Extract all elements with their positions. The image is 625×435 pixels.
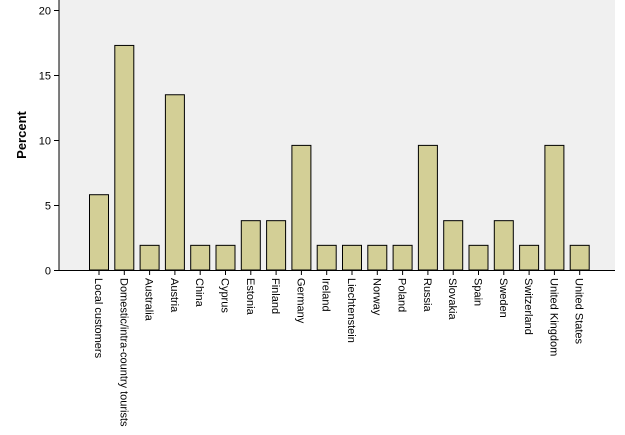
x-category-label: Germany <box>294 278 306 324</box>
x-category-label: Switzerland <box>522 278 534 335</box>
y-tick-label: 5 <box>45 201 51 213</box>
bar-switzerland <box>519 244 540 271</box>
x-category-label: Norway <box>370 278 382 316</box>
bar-germany <box>291 144 312 271</box>
bar-slovakia <box>443 220 464 271</box>
x-category-label: United Kingdom <box>547 278 559 356</box>
bar-finland <box>266 220 287 271</box>
bar-domestic-intra-country-tourists <box>114 44 135 271</box>
x-category-label: United States <box>573 278 585 345</box>
x-category-label: Finland <box>269 278 281 314</box>
x-category-label: Liechtenstein <box>345 278 357 343</box>
bar-australia <box>139 244 160 271</box>
x-category-label: Cyprus <box>219 278 231 313</box>
y-axis-title: Percent <box>14 110 29 158</box>
x-category-label: Local customers <box>92 278 104 359</box>
bar-sweden <box>493 220 514 271</box>
bar-china <box>190 244 211 271</box>
plot-area <box>59 0 615 270</box>
y-tick-label: 20 <box>39 6 51 18</box>
bars-group <box>89 44 590 271</box>
x-category-label: Domestic/intra-country tourists <box>117 278 129 427</box>
x-category-label: Austria <box>168 278 180 313</box>
x-category-label: Poland <box>396 278 408 312</box>
x-category-label: Ireland <box>320 278 332 312</box>
bar-ireland <box>316 244 337 271</box>
x-category-label: Russia <box>421 278 433 313</box>
x-category-label: Australia <box>143 278 155 322</box>
x-category-label: Slovakia <box>446 278 458 320</box>
bar-norway <box>367 244 388 271</box>
bar-russia <box>417 144 438 271</box>
y-tick-label: 15 <box>39 71 51 83</box>
bar-liechtenstein <box>342 244 362 271</box>
bar-united-states <box>569 244 590 271</box>
bar-spain <box>468 244 489 271</box>
x-category-label: Spain <box>472 278 484 306</box>
y-tick-label: 0 <box>45 266 51 278</box>
x-category-label: Sweden <box>497 278 509 318</box>
y-ticks-group: 0 5 10 15 20 <box>39 6 59 278</box>
bar-estonia <box>240 220 261 271</box>
bar-united-kingdom <box>544 144 565 271</box>
y-tick-label: 10 <box>39 136 51 148</box>
x-ticks-group: Local customers Domestic/intra-country to… <box>92 270 585 427</box>
x-category-label: China <box>193 278 205 308</box>
bar-poland <box>392 244 413 271</box>
bar-cyprus <box>215 244 236 271</box>
bar-austria <box>164 94 185 271</box>
x-category-label: Estonia <box>244 278 256 316</box>
bar-local-customers <box>89 194 109 271</box>
